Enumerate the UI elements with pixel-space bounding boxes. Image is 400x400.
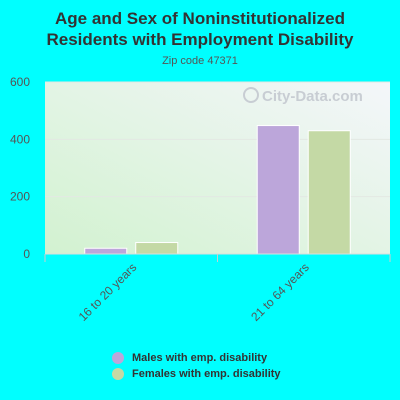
- bar-males-1: [256, 125, 300, 255]
- legend-swatch-males: [112, 352, 124, 364]
- watermark-text: City-Data.com: [262, 88, 363, 105]
- chart-title-line-2: Residents with Employment Disability: [46, 30, 354, 49]
- chart-title-line-1: Age and Sex of Noninstitutionalized: [55, 9, 345, 28]
- legend-item-females: Females with emp. disability: [112, 366, 281, 382]
- watermark: City-Data.com: [243, 87, 363, 105]
- x-tick-label: 16 to 20 years: [76, 260, 140, 324]
- chart-subtitle: Zip code 47371: [162, 55, 238, 67]
- y-tick-label: 400: [10, 132, 30, 146]
- chart-title: Age and Sex of Noninstitutionalized Resi…: [0, 8, 400, 50]
- y-tick-label: 600: [10, 75, 30, 89]
- x-axis: 16 to 20 years 21 to 64 years: [44, 253, 391, 324]
- watermark-icon: [243, 87, 259, 103]
- y-tick-label: 200: [10, 190, 30, 204]
- legend-item-males: Males with emp. disability: [112, 350, 281, 366]
- bar-females-1: [307, 130, 351, 255]
- legend-label-females: Females with emp. disability: [132, 368, 281, 380]
- legend-swatch-females: [112, 368, 124, 380]
- bar-males-0: [84, 247, 128, 255]
- y-tick-label: 0: [23, 247, 30, 261]
- bar-females-0: [135, 242, 179, 255]
- legend-label-males: Males with emp. disability: [132, 352, 268, 364]
- bars: [84, 125, 351, 255]
- legend: Males with emp. disability Females with …: [112, 350, 281, 382]
- y-axis: 0 200 400 600: [10, 75, 30, 261]
- x-tick-label: 21 to 64 years: [248, 260, 312, 324]
